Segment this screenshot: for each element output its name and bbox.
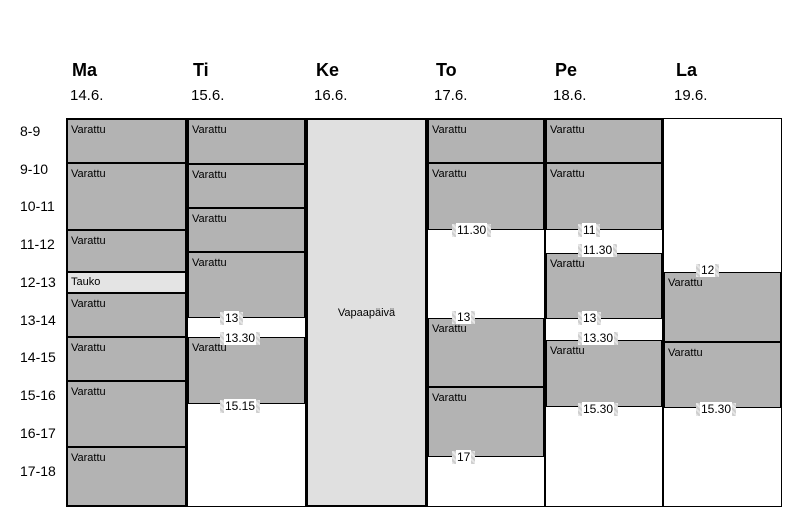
booked-slot[interactable]: Varattu	[188, 164, 305, 208]
time-marker: 11.30	[452, 223, 492, 237]
hour-label: 9-10	[20, 161, 49, 177]
slot-label: Varattu	[668, 277, 703, 289]
day-column-fri: Varattu Varattu Varattu Varattu 11 11.30…	[545, 118, 663, 507]
day-column-wed: Vapaapäivä	[306, 118, 427, 507]
slot-label: Varattu	[192, 169, 227, 181]
hour-label: 12-13	[20, 274, 56, 290]
slot-label: Varattu	[432, 168, 467, 180]
day-name-mon: Ma	[72, 60, 98, 80]
slot-label: Varattu	[432, 124, 467, 136]
time-marker: 13.30	[578, 331, 619, 345]
booked-slot[interactable]: Varattu	[188, 337, 305, 404]
break-slot[interactable]: Tauko	[67, 272, 186, 293]
booked-slot[interactable]: Varattu	[67, 447, 186, 506]
booked-slot[interactable]: Varattu	[67, 163, 186, 230]
booked-slot[interactable]: Varattu	[546, 253, 662, 319]
day-name-thu: To	[436, 60, 457, 80]
hour-label: 10-11	[20, 198, 55, 214]
time-marker: 13	[578, 311, 602, 325]
booked-slot[interactable]: Varattu	[546, 340, 662, 407]
slot-label: Varattu	[192, 213, 227, 225]
booked-slot[interactable]: Varattu	[428, 163, 544, 230]
day-date-fri: 18.6.	[553, 87, 587, 104]
slot-label: Varattu	[550, 345, 585, 357]
day-date-mon: 14.6.	[70, 87, 104, 104]
slot-label: Varattu	[550, 124, 585, 136]
slot-label: Varattu	[192, 342, 227, 354]
time-marker: 12	[696, 263, 720, 277]
time-marker: 13	[220, 311, 244, 325]
day-column-tue: Varattu Varattu Varattu Varattu Varattu …	[187, 118, 306, 507]
day-name-tue: Ti	[193, 60, 209, 80]
day-column-sat: Varattu Varattu 12 15.30	[663, 118, 782, 507]
day-date-thu: 17.6.	[434, 87, 468, 104]
time-marker: 17	[452, 450, 476, 464]
time-marker: 13	[452, 310, 476, 324]
booked-slot[interactable]: Varattu	[67, 230, 186, 272]
day-date-tue: 15.6.	[191, 87, 225, 104]
day-name-sat: La	[676, 60, 698, 80]
booked-slot[interactable]: Varattu	[67, 293, 186, 337]
hour-label: 16-17	[20, 425, 56, 441]
slot-label: Tauko	[71, 276, 101, 288]
time-marker: 13.30	[220, 331, 261, 345]
booked-slot[interactable]: Varattu	[188, 119, 305, 164]
slot-label: Varattu	[71, 298, 106, 310]
booked-slot[interactable]: Varattu	[664, 342, 781, 408]
slot-label: Varattu	[550, 258, 585, 270]
day-off-block[interactable]: Vapaapäivä	[307, 119, 426, 506]
booked-slot[interactable]: Varattu	[67, 119, 186, 163]
slot-label: Varattu	[71, 452, 106, 464]
slot-label: Varattu	[432, 392, 467, 404]
booked-slot[interactable]: Varattu	[67, 337, 186, 381]
day-name-fri: Pe	[555, 60, 578, 80]
booked-slot[interactable]: Varattu	[67, 381, 186, 447]
booked-slot[interactable]: Varattu	[428, 387, 544, 457]
booked-slot[interactable]: Varattu	[546, 163, 662, 230]
day-name-wed: Ke	[316, 60, 340, 80]
booked-slot[interactable]: Varattu	[428, 318, 544, 387]
slot-label: Varattu	[71, 235, 106, 247]
slot-label: Varattu	[192, 257, 227, 269]
time-marker: 15.30	[578, 402, 619, 416]
slot-label: Varattu	[71, 386, 106, 398]
time-marker: 15.15	[220, 399, 261, 413]
slot-label: Varattu	[71, 342, 106, 354]
slot-label: Varattu	[668, 347, 703, 359]
booked-slot[interactable]: Varattu	[546, 119, 662, 163]
hour-label: 13-14	[20, 312, 56, 328]
slot-label: Varattu	[71, 124, 106, 136]
slot-label: Varattu	[550, 168, 585, 180]
slot-label: Varattu	[192, 124, 227, 136]
booked-slot[interactable]: Varattu	[188, 252, 305, 318]
slot-label: Varattu	[432, 323, 467, 335]
slot-label: Varattu	[71, 168, 106, 180]
booked-slot[interactable]: Varattu	[188, 208, 305, 252]
day-column-thu: Varattu Varattu Varattu Varattu 11.30 13…	[427, 118, 545, 507]
booked-slot[interactable]: Varattu	[664, 272, 781, 342]
day-date-wed: 16.6.	[314, 87, 348, 104]
hour-label: 8-9	[20, 123, 41, 139]
hour-label: 11-12	[20, 236, 55, 252]
slot-label: Vapaapäivä	[337, 306, 396, 319]
hour-label: 14-15	[20, 349, 56, 365]
booked-slot[interactable]: Varattu	[428, 119, 544, 163]
day-date-sat: 19.6.	[674, 87, 708, 104]
time-marker: 11	[578, 223, 601, 237]
time-marker: 15.30	[696, 402, 737, 416]
time-marker: 11.30	[578, 243, 618, 257]
day-column-mon: Varattu Varattu Varattu Tauko Varattu Va…	[66, 118, 187, 507]
hour-label: 17-18	[20, 463, 56, 479]
hour-label: 15-16	[20, 387, 56, 403]
